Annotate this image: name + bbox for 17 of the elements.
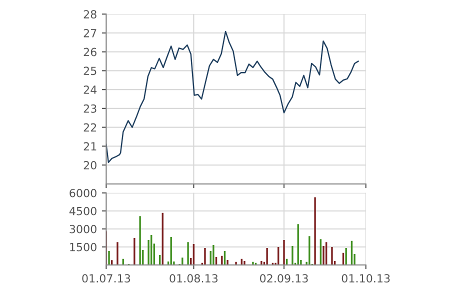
y-tick-label: 4500 — [69, 206, 96, 216]
y-tick-label: 6000 — [70, 188, 96, 198]
y-tick-label: 3000 — [70, 224, 96, 234]
y-tick-label: 1500 — [70, 242, 96, 252]
x-tick-label: 01.08.13 — [170, 274, 218, 283]
y-tick-label: 25 — [84, 66, 96, 76]
y-tick-label: 23 — [84, 104, 96, 113]
y-tick-label: 26 — [84, 48, 96, 56]
y-tick-label: 20 — [84, 161, 96, 170]
x-tick-label: 02.09.13 — [260, 274, 308, 283]
y-tick-label: 28 — [84, 10, 96, 18]
y-tick-label: 24 — [84, 86, 97, 94]
y-tick-label: 21 — [84, 142, 96, 150]
y-tick-label: 27 — [84, 28, 96, 38]
x-tick-label: 01.07.13 — [82, 274, 130, 283]
y-tick-label: 22 — [84, 123, 96, 132]
x-tick-label: 01.10.13 — [342, 274, 390, 283]
